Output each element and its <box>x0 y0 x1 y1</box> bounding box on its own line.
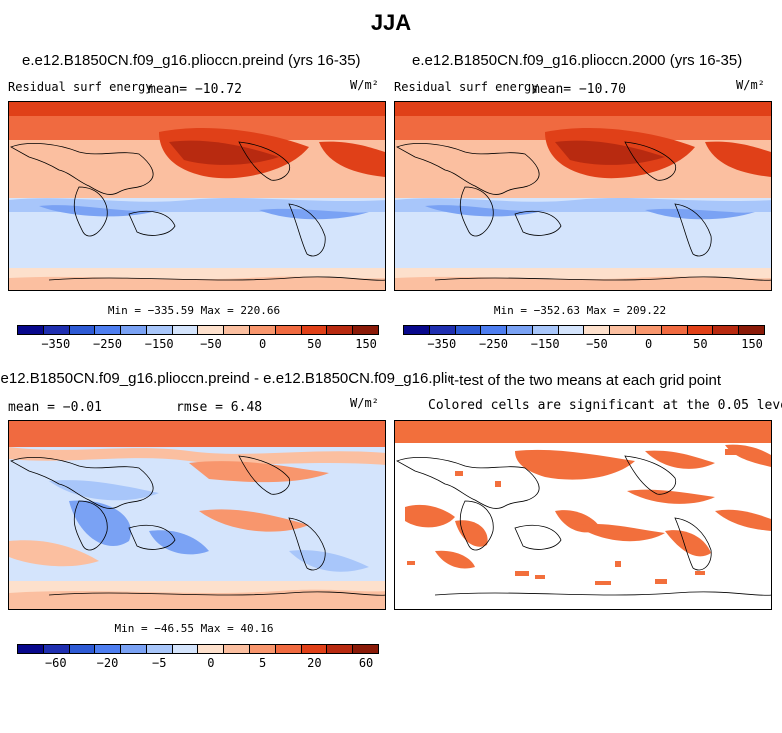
map-2000 <box>394 101 772 291</box>
colorbar-swatch <box>275 326 302 334</box>
colorbar-preind <box>17 325 379 335</box>
colorbar-swatch <box>146 645 173 653</box>
colorbar-tick-label: −60 <box>44 656 67 670</box>
colorbar-tick-label: −50 <box>586 337 608 351</box>
colorbar-ticks-difference: −60 −20 −5 0 5 20 60 <box>17 656 379 670</box>
colorbar-swatch <box>481 326 508 334</box>
colorbar-tick-label: 60 <box>358 656 374 670</box>
variable-label-preind: Residual surf energy <box>8 80 153 94</box>
colorbar-swatch <box>224 326 251 334</box>
colorbar-tick-label: 50 <box>693 337 708 351</box>
colorbar-tick-label: 0 <box>207 656 215 670</box>
map-ttest <box>394 420 772 610</box>
stats-difference: Min = −46.55 Max = 40.16 <box>114 622 274 635</box>
map-difference <box>8 420 386 610</box>
colorbar-tick-label: 20 <box>307 656 322 670</box>
colorbar-swatch <box>687 326 714 334</box>
colorbar-swatch <box>507 326 533 334</box>
colorbar-swatch <box>95 645 122 653</box>
colorbar-swatch <box>584 326 611 334</box>
panel-title-preind: e.e12.B1850CN.f09_g16.plioccn.preind (yr… <box>22 52 361 69</box>
colorbar-swatch <box>43 645 70 653</box>
colorbar-ticks-preind: −350 −250 −150 −50 0 50 150 <box>17 337 379 351</box>
colorbar-swatch <box>275 645 302 653</box>
colorbar-ticks-2000: −350 −250 −150 −50 0 50 150 <box>403 337 765 351</box>
colorbar-tick-label: 5 <box>259 656 267 670</box>
mean-label-2000: mean= −10.70 <box>532 82 626 97</box>
colorbar-tick-label: −350 <box>41 337 71 351</box>
colorbar-swatch <box>69 326 96 334</box>
colorbar-2000 <box>403 325 765 335</box>
ttest-subtitle: Colored cells are significant at the 0.0… <box>428 398 782 413</box>
units-label-preind: W/m² <box>350 78 379 92</box>
colorbar-swatch <box>301 326 328 334</box>
colorbar-swatch <box>301 645 328 653</box>
units-label-2000: W/m² <box>736 78 765 92</box>
colorbar-swatch <box>610 326 637 334</box>
colorbar-swatch <box>558 326 585 334</box>
colorbar-tick-label: −250 <box>479 337 508 351</box>
colorbar-swatch <box>353 645 378 653</box>
colorbar-swatch <box>532 326 559 334</box>
colorbar-tick-label: 50 <box>307 337 322 351</box>
colorbar-tick-label: −150 <box>144 337 174 351</box>
colorbar-swatch <box>18 645 44 653</box>
colorbar-swatch <box>43 326 70 334</box>
colorbar-swatch <box>636 326 662 334</box>
colorbar-tick-label: −50 <box>200 337 222 351</box>
colorbar-swatch <box>327 326 354 334</box>
colorbar-tick-label: −150 <box>530 337 560 351</box>
difference-title-clip: e.e12.B1850CN.f09_g16.plioccn.preind - e… <box>0 370 450 392</box>
colorbar-swatch <box>172 645 199 653</box>
colorbar-tick-label: −350 <box>427 337 457 351</box>
colorbar-swatch <box>327 645 354 653</box>
colorbar-tick-label: 150 <box>741 337 763 351</box>
panel-title-ttest: t-test of the two means at each grid poi… <box>450 372 721 389</box>
rmse-label-difference: rmse = 6.48 <box>176 400 263 415</box>
variable-label-2000: Residual surf energy <box>394 80 539 94</box>
colorbar-swatch <box>739 326 764 334</box>
mean-label-preind: mean= −10.72 <box>148 82 242 97</box>
colorbar-difference <box>17 644 379 654</box>
colorbar-tick-label: 0 <box>645 337 653 351</box>
colorbar-swatch <box>18 326 44 334</box>
colorbar-tick-label: −250 <box>93 337 122 351</box>
colorbar-swatch <box>713 326 740 334</box>
panel-title-difference: e.e12.B1850CN.f09_g16.plioccn.preind - e… <box>0 370 450 387</box>
colorbar-swatch <box>198 326 225 334</box>
colorbar-swatch <box>353 326 378 334</box>
figure-title: JJA <box>370 10 412 35</box>
colorbar-swatch <box>172 326 199 334</box>
colorbar-swatch <box>198 645 225 653</box>
panel-title-2000: e.e12.B1850CN.f09_g16.plioccn.2000 (yrs … <box>412 52 743 69</box>
map-preind <box>8 101 386 291</box>
colorbar-swatch <box>404 326 430 334</box>
colorbar-swatch <box>121 645 147 653</box>
colorbar-tick-label: −5 <box>151 656 167 670</box>
colorbar-swatch <box>121 326 147 334</box>
colorbar-swatch <box>455 326 482 334</box>
colorbar-swatch <box>250 326 276 334</box>
units-label-difference: W/m² <box>350 396 379 410</box>
colorbar-tick-label: 0 <box>259 337 267 351</box>
stats-preind: Min = −335.59 Max = 220.66 <box>107 304 281 317</box>
colorbar-tick-label: −20 <box>96 656 119 670</box>
colorbar-tick-label: 150 <box>355 337 377 351</box>
colorbar-swatch <box>661 326 688 334</box>
colorbar-swatch <box>95 326 122 334</box>
colorbar-swatch <box>69 645 96 653</box>
colorbar-swatch <box>224 645 251 653</box>
colorbar-swatch <box>146 326 173 334</box>
mean-label-difference: mean = −0.01 <box>8 400 102 415</box>
stats-2000: Min = −352.63 Max = 209.22 <box>493 304 667 317</box>
colorbar-swatch <box>250 645 276 653</box>
colorbar-swatch <box>429 326 456 334</box>
